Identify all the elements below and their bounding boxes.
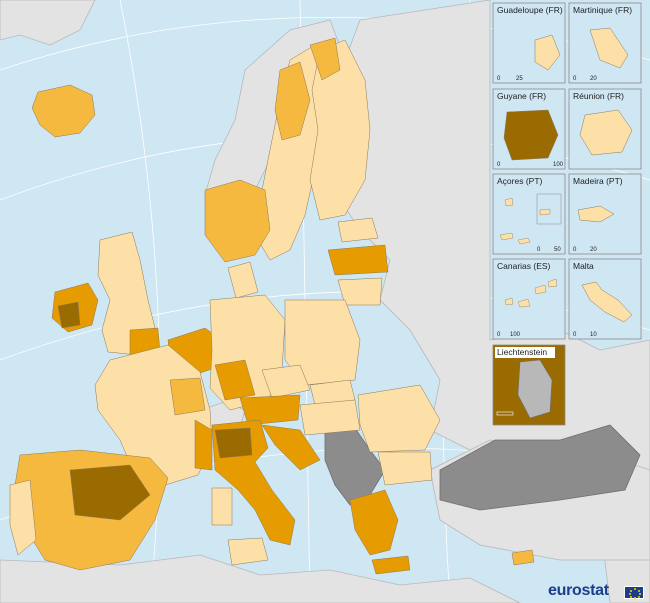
- region-spain-centre: [69, 464, 151, 521]
- inset-label-guadeloupe: Guadeloupe (FR): [497, 5, 563, 15]
- inset-guadeloupe: Guadeloupe (FR) 0 25: [492, 2, 566, 84]
- region-lappi: [309, 37, 341, 81]
- region-lithuania: [337, 277, 383, 306]
- scale-end: 25: [516, 76, 523, 82]
- inset-label-liechtenstein: Liechtenstein: [497, 347, 547, 357]
- region-denmark: [227, 261, 259, 299]
- region-sicily: [227, 537, 269, 566]
- scale-end: 20: [590, 247, 597, 253]
- scale-start: 0: [573, 76, 577, 82]
- inset-guyane: Guyane (FR) 0 100: [492, 88, 566, 170]
- inset-label-malta: Malta: [573, 261, 594, 271]
- no-data-regions: [324, 424, 641, 511]
- region-norrland: [274, 61, 311, 141]
- inset-label-canarias: Canarias (ES): [497, 261, 551, 271]
- region-portugal: [9, 479, 37, 556]
- region-romania: [357, 384, 441, 453]
- inset-liechtenstein: Liechtenstein: [492, 344, 566, 426]
- scale-end: 100: [553, 162, 564, 168]
- region-greece: [349, 489, 399, 556]
- scale-start: 0: [537, 247, 541, 253]
- eurostat-logo: eurostat: [548, 582, 609, 599]
- region-estonia: [337, 217, 379, 243]
- inset-label-martinique: Martinique (FR): [573, 5, 632, 15]
- inset-reunion: Réunion (FR): [568, 88, 642, 170]
- region-sardinia: [211, 487, 233, 526]
- scale-end: 100: [510, 332, 521, 338]
- region-croatia: [261, 424, 321, 471]
- eu-regions: [9, 37, 535, 575]
- inset-label-guyane: Guyane (FR): [497, 91, 546, 101]
- region-iceland: [31, 84, 96, 138]
- region-hungary: [299, 399, 361, 436]
- scale-start: 0: [497, 332, 501, 338]
- eu-flag-icon: [624, 586, 644, 599]
- inset-acores: Açores (PT) 0 50: [492, 173, 566, 255]
- scale-start: 0: [497, 162, 501, 168]
- region-sweden-south: [204, 179, 271, 263]
- region-rhone-alpes: [194, 419, 213, 471]
- region-cyprus: [511, 549, 535, 566]
- inset-martinique: Martinique (FR) 0 20: [568, 2, 642, 84]
- inset-label-madeira: Madeira (PT): [573, 176, 623, 186]
- region-ile-de-france: [169, 377, 206, 416]
- region-czechia: [261, 364, 311, 399]
- region-bulgaria: [377, 451, 433, 486]
- inset-malta: Malta 0 10: [568, 258, 642, 340]
- region-ireland-south: [57, 301, 81, 329]
- region-austria: [239, 394, 301, 426]
- inset-label-reunion: Réunion (FR): [573, 91, 624, 101]
- scale-end: 50: [554, 247, 561, 253]
- scale-end: 20: [590, 76, 597, 82]
- inset-label-acores: Açores (PT): [497, 176, 543, 186]
- inset-panels: Guadeloupe (FR) 0 25 Martinique (FR) 0 2…: [492, 2, 642, 426]
- region-latvia: [327, 244, 389, 276]
- region-poland: [284, 299, 361, 386]
- region-finland: [309, 39, 371, 221]
- scale-start: 0: [497, 76, 501, 82]
- region-italy-north: [214, 427, 253, 459]
- region-germany-south: [214, 359, 256, 401]
- inset-madeira: Madeira (PT) 0 20: [568, 173, 642, 255]
- inset-canarias: Canarias (ES) 0 100: [492, 258, 566, 340]
- scale-end: 10: [590, 332, 597, 338]
- scale-start: 0: [573, 247, 577, 253]
- scale-start: 0: [573, 332, 577, 338]
- region-crete: [371, 555, 411, 575]
